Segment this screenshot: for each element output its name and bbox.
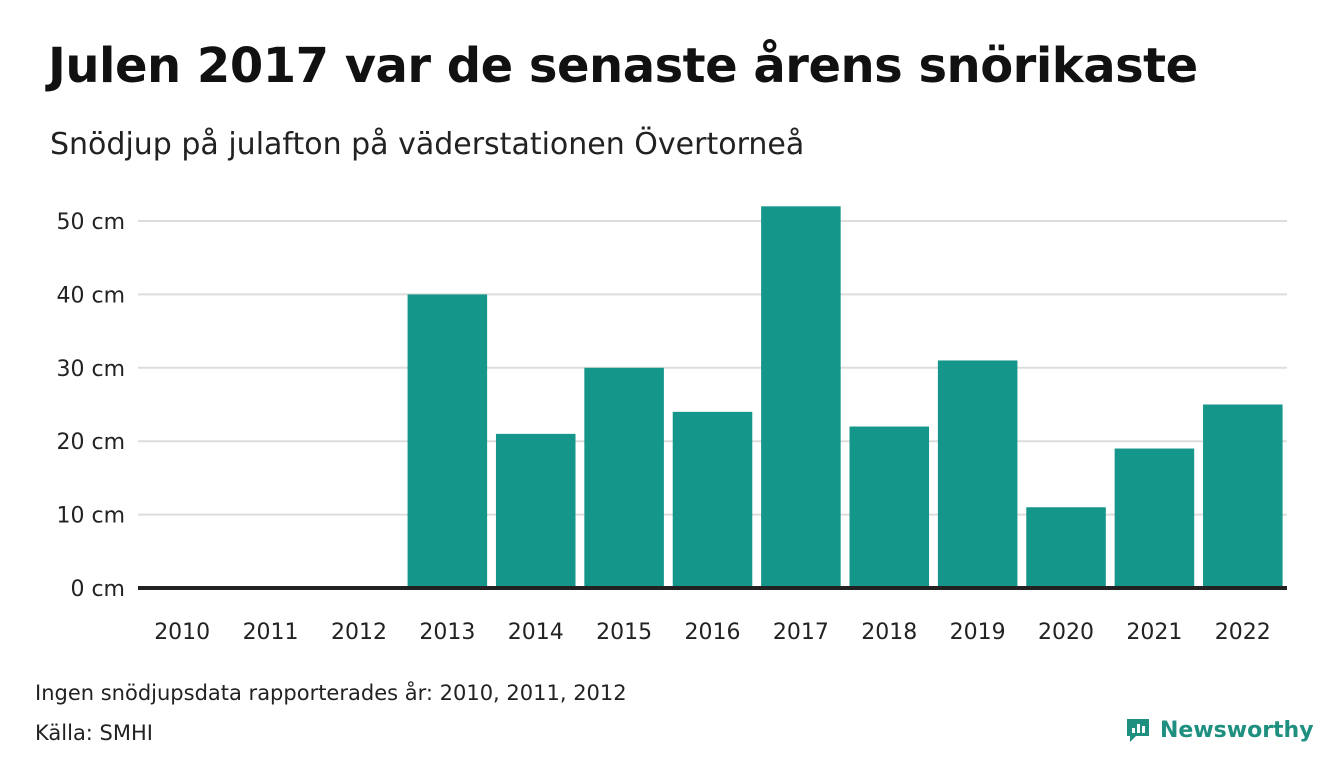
- x-tick-label: 2013: [419, 620, 475, 645]
- bar-2021: [1114, 448, 1195, 588]
- chart-title: Julen 2017 var de senaste årens snörikas…: [48, 38, 1198, 94]
- y-axis-ticks: 0 cm 10 cm 20 cm 30 cm 40 cm 50 cm: [56, 210, 125, 602]
- x-tick-label: 2018: [861, 620, 917, 645]
- brand-name: Newsworthy: [1160, 717, 1314, 743]
- y-tick-label: 10 cm: [56, 504, 125, 529]
- bars: [407, 206, 1283, 588]
- bar-2013: [407, 294, 488, 588]
- x-tick-label: 2022: [1215, 620, 1271, 645]
- y-tick-label: 30 cm: [56, 357, 125, 382]
- source-note: Källa: SMHI: [35, 721, 153, 745]
- y-tick-label: 40 cm: [56, 283, 125, 308]
- bar-2019: [937, 360, 1018, 588]
- chart-subtitle: Snödjup på julafton på väderstationen Öv…: [50, 127, 805, 162]
- x-axis-ticks: 2010 2011 2012 2013 2014 2015 2016 2017 2018 2019…: [154, 620, 1271, 645]
- bar-2018: [849, 426, 930, 588]
- x-tick-label: 2019: [950, 620, 1006, 645]
- brand-logo[interactable]: Newsworthy: [1124, 716, 1314, 744]
- x-tick-label: 2020: [1038, 620, 1094, 645]
- x-tick-label: 2012: [331, 620, 387, 645]
- x-tick-label: 2011: [243, 620, 299, 645]
- x-tick-label: 2010: [154, 620, 210, 645]
- bar-2017: [761, 206, 841, 588]
- x-tick-label: 2017: [773, 620, 829, 645]
- newsworthy-logo-icon: [1127, 719, 1149, 742]
- bar-2015: [584, 367, 664, 588]
- x-tick-label: 2014: [508, 620, 564, 645]
- y-tick-label: 0 cm: [70, 577, 125, 602]
- y-tick-label: 50 cm: [56, 210, 125, 235]
- x-tick-label: 2015: [596, 620, 652, 645]
- x-tick-label: 2021: [1126, 620, 1182, 645]
- bar-2020: [1026, 507, 1106, 588]
- x-tick-label: 2016: [685, 620, 741, 645]
- bar-2016: [672, 411, 753, 588]
- missing-data-note: Ingen snödjupsdata rapporterades år: 201…: [35, 681, 627, 705]
- bar-2022: [1203, 404, 1283, 588]
- bar-2014: [495, 433, 576, 588]
- y-tick-label: 20 cm: [56, 430, 125, 455]
